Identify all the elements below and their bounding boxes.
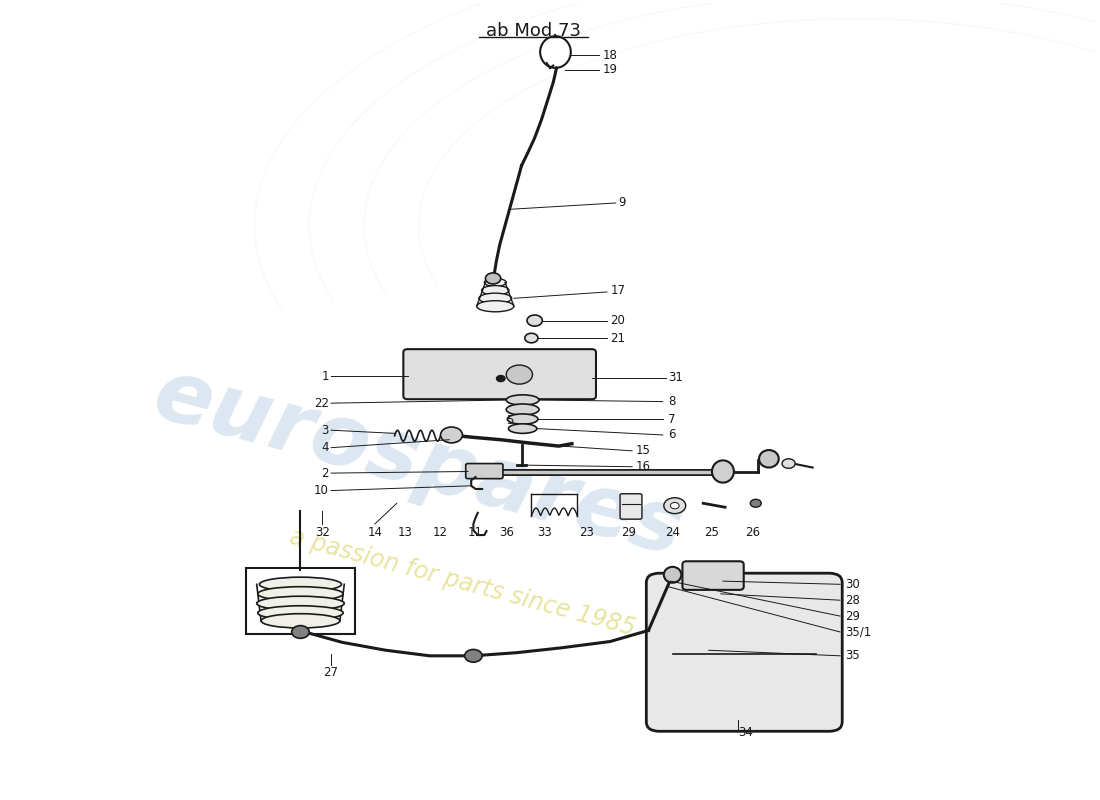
Ellipse shape: [476, 301, 514, 312]
Text: 6: 6: [668, 429, 675, 442]
Text: 1: 1: [321, 370, 329, 382]
Circle shape: [525, 334, 538, 342]
Text: 3: 3: [321, 424, 329, 437]
Text: 30: 30: [846, 578, 860, 591]
Text: 10: 10: [314, 484, 329, 497]
Text: 11: 11: [469, 526, 483, 538]
Ellipse shape: [256, 596, 344, 610]
Ellipse shape: [484, 278, 506, 286]
Ellipse shape: [260, 577, 341, 591]
Text: 4: 4: [321, 441, 329, 454]
Text: 34: 34: [738, 726, 754, 738]
Text: 2: 2: [321, 466, 329, 479]
Text: 7: 7: [668, 413, 675, 426]
Ellipse shape: [257, 606, 343, 620]
Ellipse shape: [261, 614, 340, 628]
Text: 15: 15: [636, 444, 650, 458]
Text: 35/1: 35/1: [846, 626, 871, 638]
Text: 29: 29: [846, 610, 860, 622]
Text: ab Mod.73: ab Mod.73: [486, 22, 581, 39]
Text: 13: 13: [398, 526, 412, 538]
Text: eurospares: eurospares: [145, 353, 692, 574]
Ellipse shape: [540, 36, 571, 68]
FancyBboxPatch shape: [620, 494, 642, 519]
Circle shape: [464, 650, 482, 662]
Text: 22: 22: [314, 397, 329, 410]
Circle shape: [506, 365, 532, 384]
Circle shape: [527, 315, 542, 326]
Text: 24: 24: [666, 526, 680, 538]
Text: 26: 26: [745, 526, 760, 538]
Text: 25: 25: [704, 526, 719, 538]
Ellipse shape: [506, 404, 539, 415]
Text: a passion for parts since 1985: a passion for parts since 1985: [287, 525, 638, 641]
Ellipse shape: [663, 567, 681, 582]
Text: 18: 18: [603, 49, 617, 62]
Text: 32: 32: [315, 526, 330, 538]
Text: 31: 31: [668, 371, 683, 384]
Text: 16: 16: [636, 460, 650, 474]
Text: 27: 27: [323, 666, 339, 679]
Text: 5: 5: [506, 414, 514, 427]
Text: 33: 33: [537, 526, 552, 538]
Circle shape: [496, 375, 505, 382]
Ellipse shape: [482, 286, 509, 295]
Ellipse shape: [507, 414, 538, 424]
Ellipse shape: [478, 293, 512, 303]
Text: 20: 20: [610, 314, 625, 327]
Circle shape: [292, 626, 309, 638]
FancyBboxPatch shape: [465, 463, 503, 478]
Text: 29: 29: [621, 526, 636, 538]
FancyBboxPatch shape: [404, 349, 596, 399]
FancyBboxPatch shape: [682, 562, 744, 590]
Circle shape: [670, 502, 679, 509]
Text: 8: 8: [668, 395, 675, 408]
Ellipse shape: [508, 424, 537, 434]
Text: 28: 28: [846, 594, 860, 606]
Circle shape: [441, 427, 462, 443]
Circle shape: [750, 499, 761, 507]
Text: 23: 23: [579, 526, 594, 538]
Circle shape: [782, 458, 795, 468]
Circle shape: [485, 273, 501, 284]
Text: 9: 9: [618, 197, 626, 210]
Text: 36: 36: [498, 526, 514, 538]
Text: 21: 21: [610, 331, 625, 345]
Text: 17: 17: [610, 284, 625, 297]
Ellipse shape: [759, 450, 779, 467]
Ellipse shape: [506, 395, 539, 405]
FancyBboxPatch shape: [647, 573, 843, 731]
Text: 12: 12: [433, 526, 448, 538]
Text: 19: 19: [603, 63, 617, 76]
Ellipse shape: [257, 586, 343, 601]
Circle shape: [663, 498, 685, 514]
Text: 35: 35: [846, 650, 860, 662]
Ellipse shape: [712, 460, 734, 482]
Text: 14: 14: [367, 526, 383, 538]
